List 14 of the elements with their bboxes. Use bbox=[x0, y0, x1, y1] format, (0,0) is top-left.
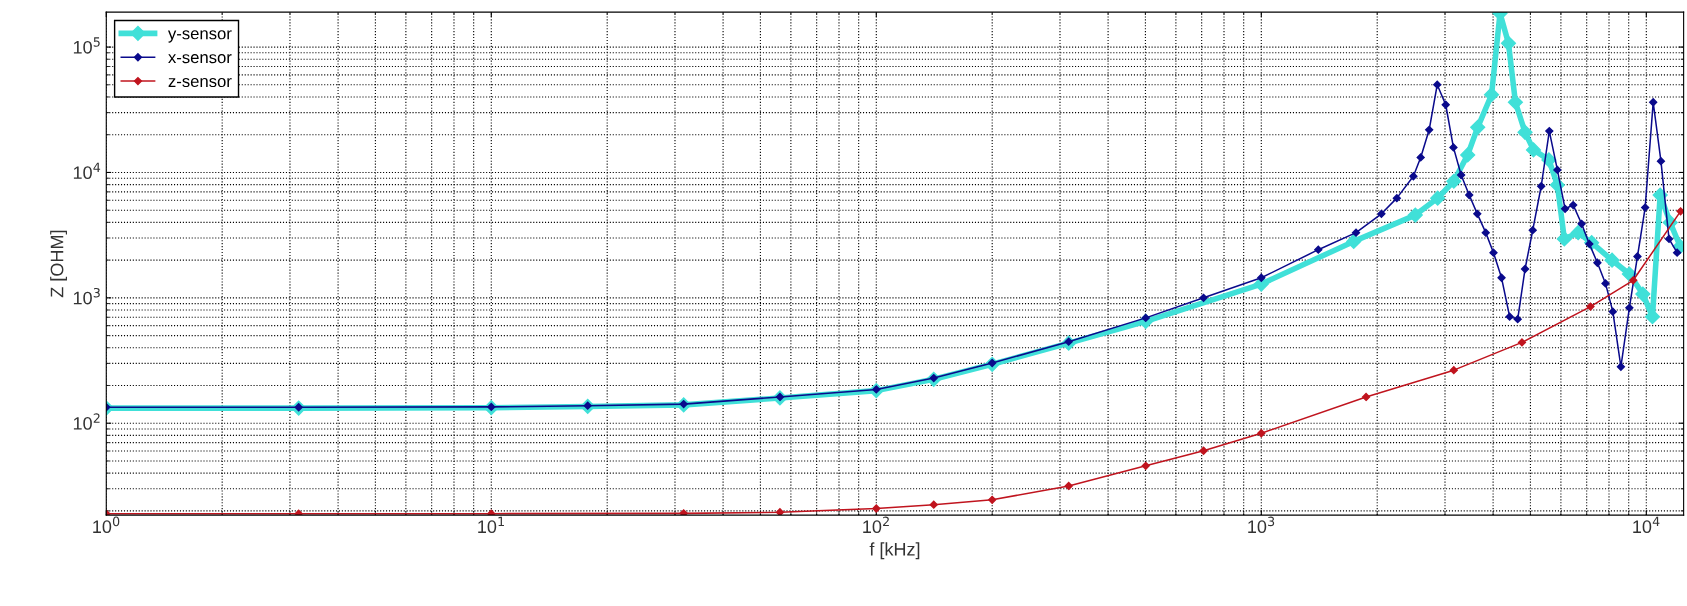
x-tick-label: 10$^{4}$ bbox=[1633, 516, 1660, 534]
y-tick-label: 10$^{3}$ bbox=[73, 287, 100, 305]
x-tick-label: 10$^{0}$ bbox=[93, 516, 120, 534]
legend-label: y-sensor bbox=[167, 30, 232, 43]
legend-label: z-sensor bbox=[168, 77, 232, 88]
y-tick-label: 10$^{2}$ bbox=[73, 413, 100, 430]
y-axis-title: Z [OHM] bbox=[50, 230, 67, 298]
x-axis-title: f [kHz] bbox=[869, 542, 920, 560]
y-tick-label: 10$^{4}$ bbox=[73, 162, 101, 180]
legend-label: x-sensor bbox=[168, 54, 232, 64]
y-tick-label: 10$^{5}$ bbox=[73, 37, 100, 54]
x-tick-label: 10$^{2}$ bbox=[863, 516, 889, 534]
x-tick-label: 10$^{1}$ bbox=[478, 516, 504, 534]
x-tick-label: 10$^{3}$ bbox=[1248, 516, 1275, 534]
